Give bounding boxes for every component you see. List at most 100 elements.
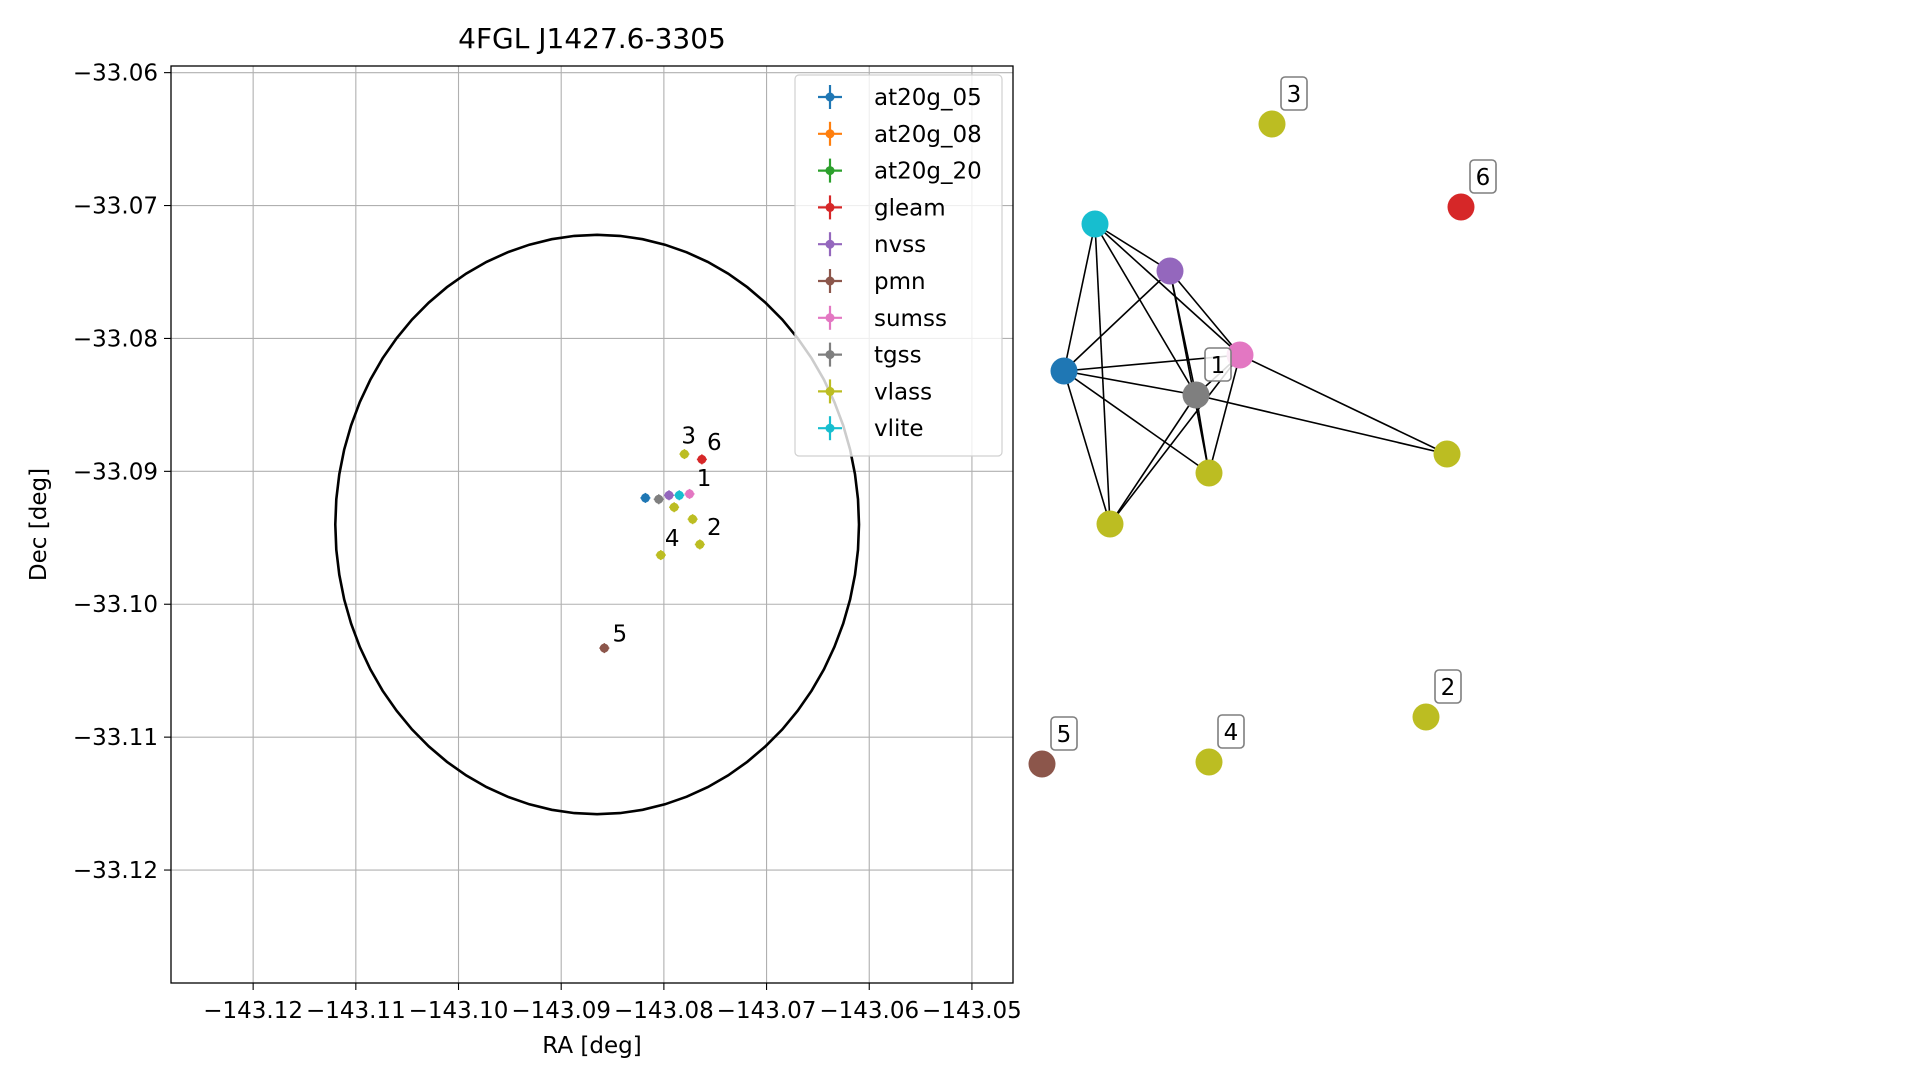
data-point-nvss <box>664 490 675 501</box>
graph-edge <box>1109 354 1241 525</box>
x-tick-label: −143.05 <box>922 998 1022 1024</box>
legend-label: vlass <box>874 379 932 405</box>
legend-entry-vlass: vlass <box>818 379 932 405</box>
legend-entry-vlite: vlite <box>818 416 924 442</box>
graph-nodes <box>1028 110 1475 778</box>
svg-text:5: 5 <box>1057 722 1072 748</box>
graph-node-label: 5 <box>1050 716 1078 751</box>
graph-node-sumss <box>1226 341 1254 369</box>
data-point-tgss <box>653 494 664 505</box>
axes-frame <box>170 65 1014 984</box>
data-point-vlass <box>687 514 698 525</box>
x-axis-label: RA [deg] <box>542 1033 641 1059</box>
legend-entry-gleam: gleam <box>818 195 946 221</box>
data-point-vlass <box>679 449 690 460</box>
point-annotation: 2 <box>707 515 722 541</box>
x-tick-label: −143.09 <box>511 998 611 1024</box>
y-tick-label: −33.08 <box>73 326 158 352</box>
legend-label: gleam <box>874 195 946 221</box>
legend-label: sumss <box>874 306 947 332</box>
graph-edge <box>1063 370 1111 525</box>
legend-label: nvss <box>874 232 926 258</box>
legend-entry-sumss: sumss <box>818 305 947 332</box>
x-tick-label: −143.06 <box>819 998 919 1024</box>
x-tick-label: −143.10 <box>409 998 509 1024</box>
point-annotation: 3 <box>681 423 696 449</box>
data-point-pmn <box>599 643 610 654</box>
data-points <box>599 449 707 654</box>
y-tick-label: −33.10 <box>73 592 158 618</box>
point-annotations: 1 2 3 4 5 6 <box>613 423 722 647</box>
graph-labels: 1 3 6 2 4 5 <box>1050 76 1497 751</box>
y-tick-label: −33.09 <box>73 459 158 485</box>
x-tick-label: −143.12 <box>203 998 303 1024</box>
data-point-vlass <box>669 502 680 513</box>
point-annotation: 5 <box>613 621 628 647</box>
point-annotation: 4 <box>665 526 680 552</box>
ellipse-outline <box>333 233 861 816</box>
uncertainty-ellipse <box>333 233 861 816</box>
graph-edge <box>1208 354 1241 474</box>
graph-node-vlass_a <box>1195 459 1223 487</box>
legend-entry-at20g_20: at20g_20 <box>818 158 982 185</box>
legend-entry-at20g_05: at20g_05 <box>818 85 982 111</box>
svg-text:6: 6 <box>1476 165 1491 191</box>
graph-edge <box>1169 270 1241 356</box>
graph-edge <box>1063 370 1210 474</box>
graph-node-vlite <box>1081 210 1109 238</box>
x-axis-ticks: −143.12 −143.11 −143.10 −143.09 −143.08 −143.… <box>203 983 1022 1024</box>
graph-edge <box>1239 354 1448 455</box>
legend-label: vlite <box>874 416 924 442</box>
graph-node-label: 6 <box>1469 159 1497 194</box>
legend-label: tgss <box>874 343 922 369</box>
y-axis-ticks: −33.06 −33.07 −33.08 −33.09 −33.10 −33.11 −33.… <box>73 61 171 884</box>
x-tick-label: −143.08 <box>614 998 714 1024</box>
graph-node-vlass_2 <box>1412 703 1440 731</box>
graph-edge <box>1094 223 1111 525</box>
x-tick-label: −143.11 <box>306 998 406 1024</box>
graph-node-vlass_c <box>1433 440 1461 468</box>
graph-node-label: 1 <box>1204 347 1232 382</box>
legend-entry-pmn: pmn <box>818 269 926 295</box>
graph-edge <box>1109 394 1197 525</box>
y-axis-label: Dec [deg] <box>26 468 52 581</box>
graph-node-vlass_4 <box>1195 748 1223 776</box>
x-tick-label: −143.07 <box>717 998 817 1024</box>
y-tick-label: −33.07 <box>73 194 158 220</box>
legend-entry-nvss: nvss <box>818 232 926 258</box>
legend-entry-tgss: tgss <box>818 342 922 369</box>
y-tick-label: −33.11 <box>73 725 158 751</box>
graph-edge <box>1063 223 1096 372</box>
graph-node-tgss <box>1182 381 1210 409</box>
legend-entry-at20g_08: at20g_08 <box>818 121 982 148</box>
point-annotation: 6 <box>707 430 722 456</box>
graph-node-gleam_6 <box>1447 193 1475 221</box>
legend-label: pmn <box>874 269 926 295</box>
graph-node-pmn_5 <box>1028 750 1056 778</box>
graph-node-label: 4 <box>1217 714 1245 749</box>
legend-box <box>794 74 1003 457</box>
y-tick-label: −33.12 <box>73 858 158 884</box>
data-point-gleam <box>696 454 707 465</box>
data-point-vlass <box>694 539 705 550</box>
point-annotation: 1 <box>697 466 712 492</box>
graph-node-label: 3 <box>1280 76 1308 111</box>
legend-label: at20g_08 <box>874 122 982 148</box>
data-point-sumss <box>684 488 695 499</box>
graph-node-label: 2 <box>1434 669 1462 704</box>
grid <box>171 66 1013 983</box>
graph-edge <box>1094 223 1197 396</box>
graph-edge <box>1195 394 1448 455</box>
graph-edge <box>1063 270 1171 372</box>
graph-edges <box>1063 223 1448 525</box>
svg-text:4: 4 <box>1224 720 1239 746</box>
graph-node-nvss <box>1156 257 1184 285</box>
graph-edge <box>1169 270 1210 474</box>
legend-label: at20g_05 <box>874 85 982 111</box>
svg-text:2: 2 <box>1441 675 1456 701</box>
data-point-vlass <box>655 550 666 561</box>
graph-edge <box>1063 370 1197 396</box>
